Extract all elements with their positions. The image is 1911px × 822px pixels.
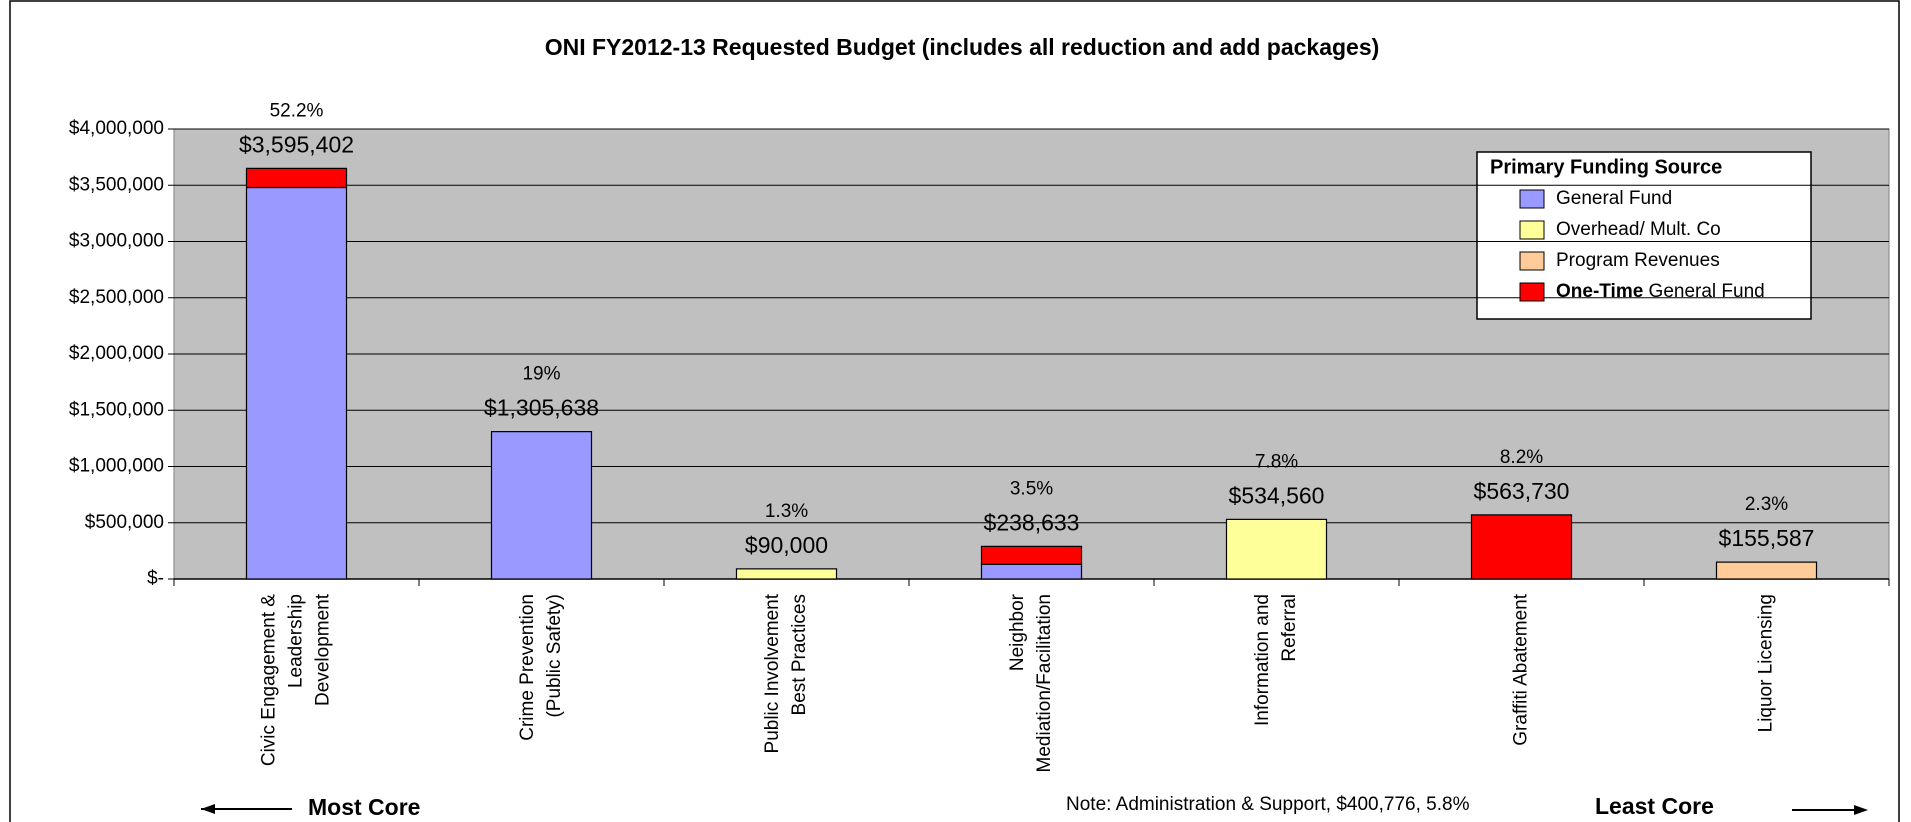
y-tick-label: $1,000,000 (69, 456, 164, 477)
share-label: 8.2% (1500, 447, 1543, 468)
legend-label: One-Time General Fund (1556, 281, 1765, 302)
legend-swatch (1519, 189, 1545, 209)
total-label: $155,587 (1719, 525, 1815, 551)
bar-segment (980, 545, 1083, 565)
total-label: $90,000 (745, 532, 828, 558)
total-label: $238,633 (984, 509, 1080, 535)
y-tick-label: $500,000 (85, 512, 164, 533)
y-tick-label: $2,000,000 (69, 343, 164, 364)
x-tick-label: Civic Engagement & (259, 594, 280, 766)
total-label: $1,305,638 (484, 395, 599, 421)
legend-swatch (1519, 251, 1545, 271)
share-label: 7.8% (1255, 451, 1298, 472)
total-label: $563,730 (1474, 478, 1570, 504)
x-tick-label: Best Practices (789, 594, 810, 715)
x-tick-label: Graffiti Abatement (1511, 593, 1532, 745)
bar-segment (245, 186, 348, 580)
y-tick-label: $1,500,000 (69, 399, 164, 420)
x-tick-label: (Public Safety) (544, 594, 565, 718)
x-tick-label: Development (313, 593, 334, 706)
bar-segment (1225, 518, 1328, 580)
y-tick-label: $4,000,000 (69, 118, 164, 139)
legend-title: Primary Funding Source (1490, 156, 1722, 178)
bar-segment (1715, 561, 1818, 580)
x-tick-label: Neighbor (1007, 593, 1028, 671)
share-label: 1.3% (765, 501, 808, 522)
x-tick-label: Public Involvement (762, 593, 783, 753)
bar-segment (490, 431, 593, 580)
legend-label: Overhead/ Mult. Co (1556, 219, 1721, 240)
x-tick-label: Mediation/Facilitation (1034, 594, 1055, 772)
x-tick-label: Information and (1252, 594, 1273, 726)
total-label: $534,560 (1229, 482, 1325, 508)
y-tick-label: $- (147, 568, 164, 589)
legend-label: General Fund (1556, 188, 1672, 209)
y-tick-label: $3,000,000 (69, 231, 164, 252)
right-note: Least Core (1595, 793, 1714, 819)
share-label: 52.2% (270, 100, 324, 121)
y-tick-label: $3,500,000 (69, 174, 164, 195)
left-note: Most Core (308, 794, 420, 820)
arrow-head (1854, 805, 1868, 815)
share-label: 2.3% (1745, 494, 1788, 515)
note: Note: Administration & Support, $400,776… (1066, 794, 1470, 815)
share-label: 19% (522, 364, 560, 385)
arrow-head (201, 804, 215, 814)
y-tick-label: $2,500,000 (69, 287, 164, 308)
share-label: 3.5% (1010, 478, 1053, 499)
bar-segment (1470, 514, 1573, 580)
bar-segment (980, 563, 1083, 580)
bar-segment (735, 568, 838, 580)
legend-swatch (1519, 220, 1545, 240)
total-label: $3,595,402 (239, 131, 354, 157)
legend-label: Program Revenues (1556, 250, 1720, 271)
x-tick-label: Leadership (286, 594, 307, 688)
legend-swatch (1519, 282, 1545, 302)
x-tick-label: Liquor Licensing (1756, 594, 1777, 732)
x-tick-label: Crime Prevention (517, 594, 538, 741)
bar-segment (245, 167, 348, 189)
x-tick-label: Referral (1279, 594, 1300, 662)
chart-title: ONI FY2012-13 Requested Budget (includes… (545, 34, 1380, 60)
